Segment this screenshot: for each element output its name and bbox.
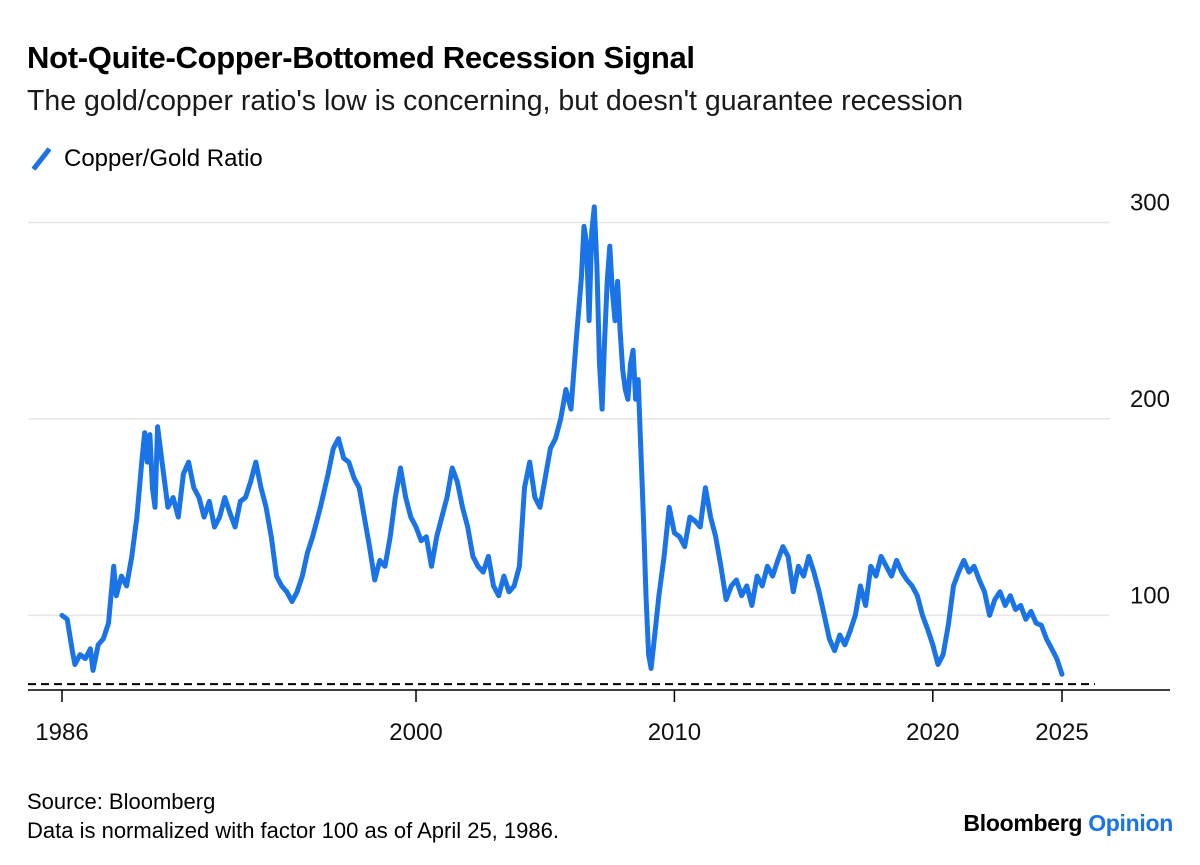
x-tick-label-2010: 2010 [648, 719, 701, 746]
brand-accent: Opinion [1088, 810, 1173, 836]
x-tick-label-2025: 2025 [1035, 719, 1088, 746]
legend-label: Copper/Gold Ratio [64, 145, 263, 172]
brand-main: Bloomberg [963, 810, 1083, 836]
brand-logo: Bloomberg Opinion [963, 810, 1173, 837]
legend: Copper/Gold Ratio [30, 145, 263, 173]
normalization-note: Data is normalized with factor 100 as of… [27, 818, 559, 843]
source-text: Source: Bloomberg [27, 789, 216, 814]
series-line-0 [59, 204, 1065, 677]
x-tick-label-2020: 2020 [906, 719, 959, 746]
y-tick-label-100: 100 [1130, 582, 1170, 609]
y-tick-label-200: 200 [1130, 386, 1170, 413]
chart-subtitle: The gold/copper ratio's low is concernin… [27, 85, 964, 117]
x-tick-label-2000: 2000 [389, 719, 442, 746]
y-tick-label-300: 300 [1130, 190, 1170, 217]
x-tick-label-1986: 1986 [35, 719, 88, 746]
source-note: Source: Bloomberg Data is normalized wit… [27, 787, 559, 845]
chart-title: Not-Quite-Copper-Bottomed Recession Sign… [27, 40, 695, 75]
